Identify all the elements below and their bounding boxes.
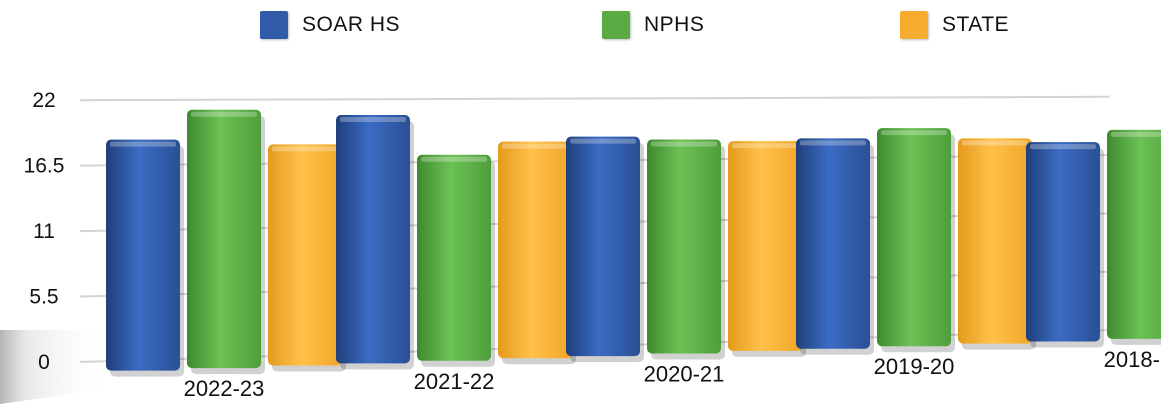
bar-nphs-2019-20 — [877, 128, 951, 347]
bar-nphs-2021-22 — [417, 154, 491, 361]
bar-highlight — [570, 138, 636, 144]
chart-legend: SOAR HS NPHS STATE — [0, 10, 1161, 44]
x-tick-label-1: 2021-22 — [414, 369, 495, 394]
bar-highlight — [651, 141, 717, 147]
bar-nphs-2018-19 — [1107, 129, 1161, 339]
axis-labels: 0 5.5 11 16.5 22 2022-23 2021-22 2020-21 2019-20… — [24, 89, 1161, 401]
floor-shadow — [0, 330, 110, 404]
y-tick-label-3: 16.5 — [24, 155, 65, 178]
legend-swatch-soar-hs — [260, 11, 288, 39]
bar-highlight — [962, 140, 1028, 146]
y-tick-label-0: 0 — [38, 351, 50, 374]
bar-soar-hs-2018-19 — [1026, 142, 1100, 342]
legend-label-nphs: NPHS — [644, 13, 705, 36]
bar-highlight — [421, 156, 487, 162]
bar-highlight — [340, 117, 406, 123]
bar-highlight — [1030, 144, 1096, 150]
y-tick-label-4: 22 — [32, 89, 55, 112]
bar-state-2021-22 — [498, 141, 572, 359]
legend-item-nphs: NPHS — [602, 10, 704, 40]
bar-highlight — [881, 130, 947, 136]
bar-soar-hs-2020-21 — [566, 136, 640, 357]
bars — [106, 109, 1161, 377]
x-tick-label-3: 2019-20 — [874, 354, 955, 379]
bar-highlight — [191, 111, 257, 117]
bar-highlight — [732, 143, 798, 149]
bar-highlight — [800, 140, 866, 146]
bar-state-2019-20 — [958, 138, 1032, 344]
x-tick-label-0: 2022-23 — [184, 376, 265, 401]
bar-highlight — [272, 146, 338, 152]
legend-swatch-nphs — [602, 11, 630, 39]
legend-swatch-state — [900, 11, 928, 39]
bar-nphs-2022-23 — [187, 109, 261, 369]
legend-item-soar-hs: SOAR HS — [260, 10, 400, 40]
bar-soar-hs-2021-22 — [336, 115, 410, 364]
bar-state-2022-23 — [268, 144, 342, 366]
y-tick-label-2: 11 — [33, 220, 55, 243]
x-tick-label-2: 2020-21 — [644, 361, 725, 386]
y-tick-label-1: 5.5 — [29, 286, 58, 309]
bar-highlight — [1111, 131, 1161, 137]
x-tick-label-4: 2018-19 — [1104, 347, 1161, 372]
bar-highlight — [110, 141, 176, 147]
bar-nphs-2020-21 — [647, 139, 721, 354]
legend-label-state: STATE — [942, 13, 1010, 36]
gridline-4 — [79, 95, 1111, 102]
bar-soar-hs-2019-20 — [796, 138, 870, 349]
bar-state-2020-21 — [728, 141, 802, 351]
bar-highlight — [502, 143, 568, 149]
bar-soar-hs-2022-23 — [106, 139, 180, 371]
legend-label-soar-hs: SOAR HS — [302, 13, 401, 36]
legend-item-state: STATE — [900, 10, 1009, 40]
